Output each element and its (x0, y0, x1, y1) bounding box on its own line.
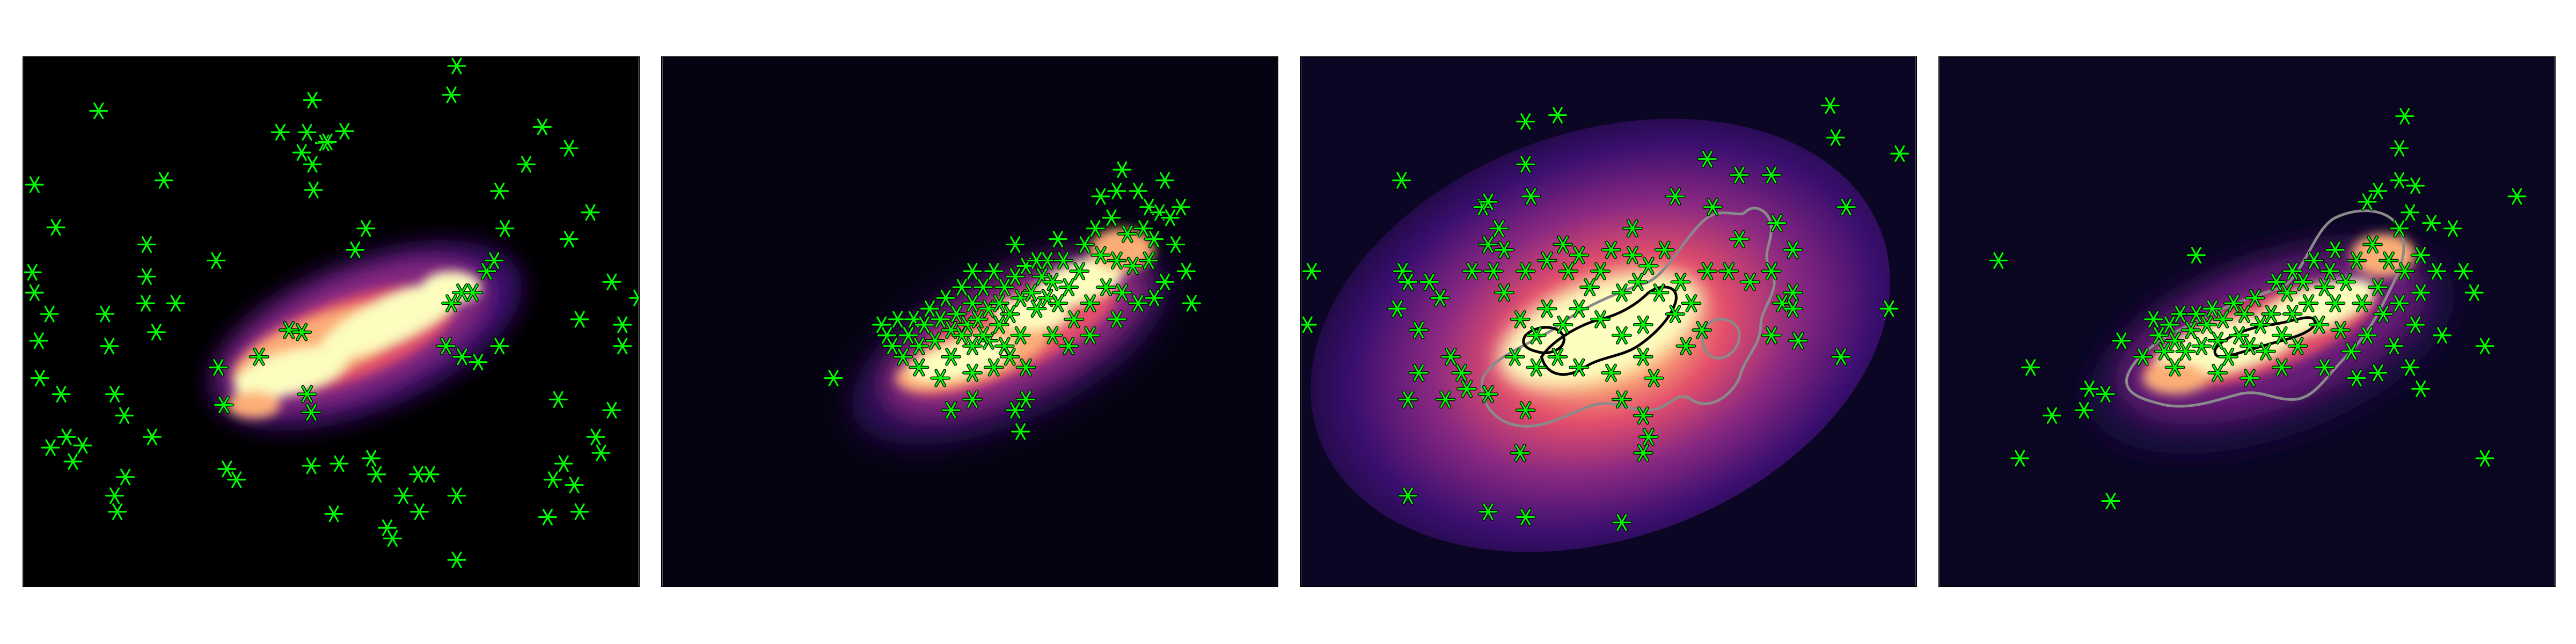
image-panel-1 (23, 56, 640, 587)
image-panel-2 (661, 56, 1278, 587)
panel-2-canvas (662, 57, 1277, 586)
panel-3-canvas (1301, 57, 1916, 586)
panel-4-canvas (1940, 57, 2555, 586)
image-panel-4 (1938, 56, 2556, 587)
emission-core (226, 271, 481, 419)
image-panel-3 (1300, 56, 1917, 587)
panel-1-canvas (24, 57, 639, 586)
